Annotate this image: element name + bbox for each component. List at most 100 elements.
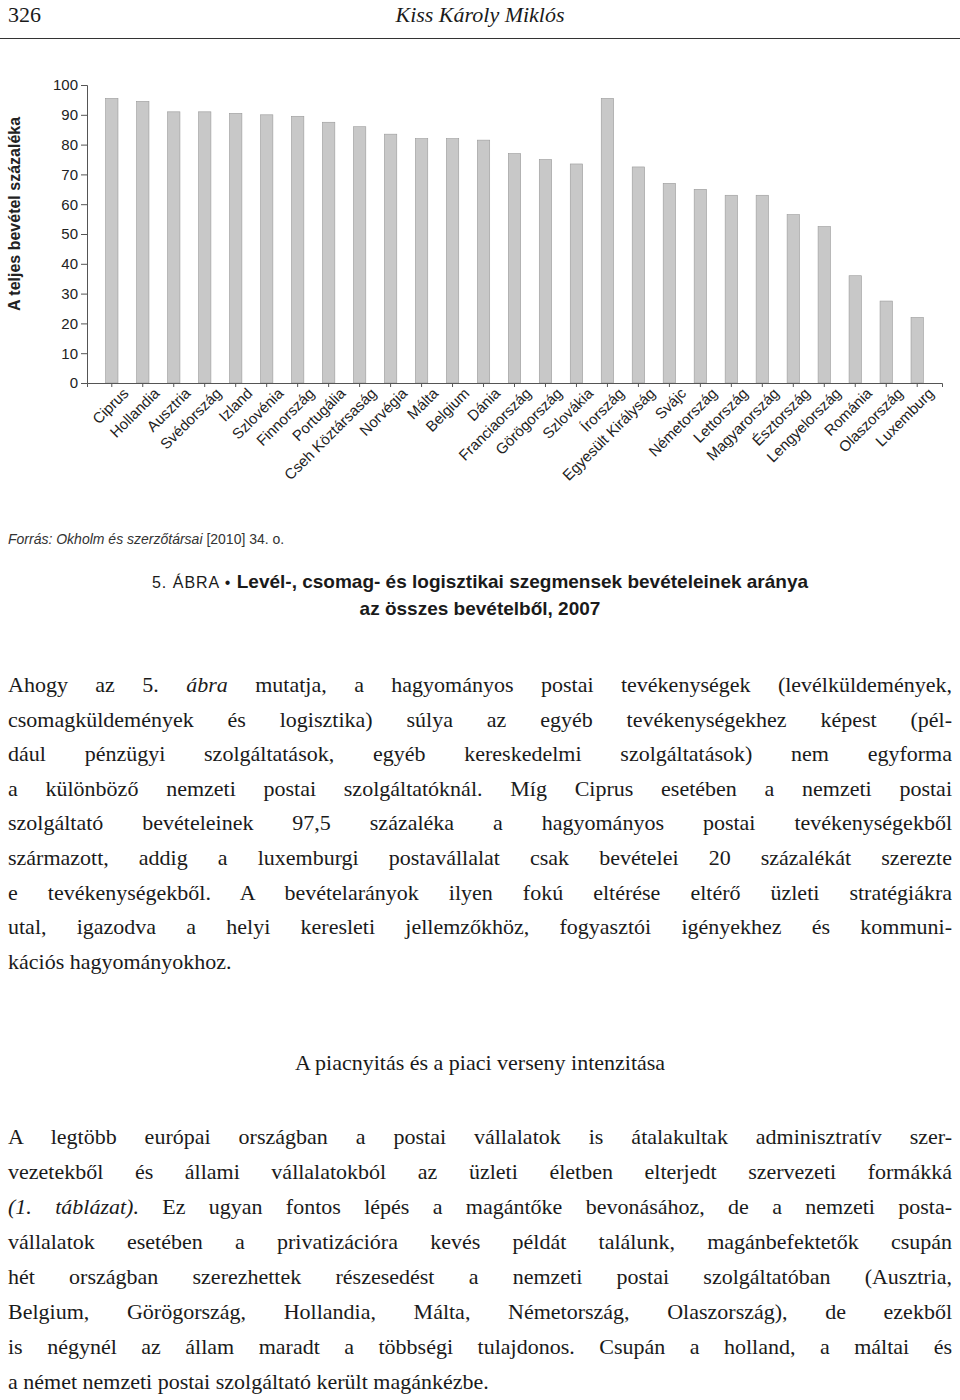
bar [168, 112, 180, 383]
y-tick-mark [81, 115, 87, 116]
italic-run: Forrás: Okholm és szerzőtársai [8, 531, 203, 547]
text-line: vállalatok esetében a privatizációra kev… [8, 1224, 952, 1259]
caption-line: Levél-, csomag- és logisztikai szegmense… [237, 571, 808, 592]
bar [880, 301, 892, 383]
x-axis-line [88, 384, 943, 388]
text-line: A legtöbb európai országban a postai vál… [8, 1119, 952, 1154]
caption-line: az összes bevételből, 2007 [0, 598, 960, 620]
text-run: a német nemzeti postai szolgáltató kerül… [8, 1369, 489, 1394]
text-line: a különböző nemzeti postai szolgáltatókn… [8, 772, 952, 807]
text-line: dául pénzügyi szolgáltatások, egyéb kere… [8, 737, 952, 772]
x-tick-mark [762, 383, 763, 387]
y-tick-label: 0 [70, 374, 78, 391]
text-run: Ez ugyan fontos lépés a magántőke bevoná… [139, 1194, 952, 1219]
text-run: mutatja, a hagyományos postai tevékenysé… [228, 672, 952, 697]
bar [787, 215, 799, 383]
x-tick-mark [576, 383, 577, 387]
x-tick-mark [235, 383, 236, 387]
x-tick-mark [700, 383, 701, 387]
section-heading: A piacnyitás és a piaci verseny intenzit… [0, 1050, 960, 1076]
y-tick: 10 [61, 345, 87, 362]
y-tick-label: 20 [61, 315, 78, 332]
y-tick: 0 [70, 374, 87, 391]
x-tick-mark [421, 383, 422, 387]
source: Forrás: Okholm és szerzőtársai [2010] 34… [8, 531, 284, 547]
y-axis-title: A teljes bevétel százaléka [6, 117, 23, 311]
y-tick-mark [81, 145, 87, 146]
bar [322, 122, 334, 383]
y-tick: 100 [53, 76, 87, 93]
x-tick-mark [514, 383, 515, 387]
x-tick-mark [173, 383, 174, 387]
bar [415, 139, 427, 383]
y-tick-mark [81, 85, 87, 86]
y-axis: 0102030405060708090100 [53, 76, 88, 391]
text-line: származott, addig a luxemburgi postaváll… [8, 841, 952, 876]
y-tick-mark [81, 323, 87, 324]
italic-run: (1. táblázat). [8, 1194, 139, 1219]
y-tick-label: 70 [61, 166, 78, 183]
text-run: A legtöbb európai országban a postai vál… [8, 1124, 952, 1149]
x-tick-mark [545, 383, 546, 387]
bar [199, 112, 211, 383]
bar [137, 101, 149, 383]
bar [663, 183, 675, 383]
bar [291, 116, 303, 383]
text-run: vállalatok esetében a privatizációra kev… [8, 1229, 952, 1254]
y-tick-label: 90 [61, 106, 78, 123]
x-tick: Egyesült Királyság [559, 383, 658, 484]
x-tick-mark [638, 383, 639, 387]
bar [601, 98, 613, 383]
x-tick-mark [886, 383, 887, 387]
x-tick-mark [142, 383, 143, 387]
text-line: vezetekből és állami vállalatokból az üz… [8, 1154, 952, 1189]
y-tick-label: 50 [61, 225, 78, 242]
text-line: hét országban szerezhettek részesedést a… [8, 1259, 952, 1294]
x-tick-mark [204, 383, 205, 387]
y-axis-line [81, 86, 88, 384]
y-tick-label: 30 [61, 285, 78, 302]
y-tick-mark [81, 234, 87, 235]
y-tick-mark [81, 353, 87, 354]
x-tick-label: Norvégia [356, 384, 411, 439]
text-run: utal, igazodva a helyi keresleti jellemz… [8, 914, 952, 939]
bar [725, 195, 737, 383]
italic-run: ábra [186, 672, 228, 697]
text-line: Belgium, Görögország, Hollandia, Málta, … [8, 1294, 952, 1329]
x-tick-mark [731, 383, 732, 387]
y-tick-mark [81, 294, 87, 295]
y-tick-mark [81, 204, 87, 205]
bar [260, 115, 272, 383]
text-run: hét országban szerezhettek részesedést a… [8, 1264, 952, 1289]
text-run: [2010] 34. o. [203, 531, 285, 547]
y-tick: 30 [61, 285, 87, 302]
text-line: szolgáltató bevételeinek 97,5 százaléka … [8, 806, 952, 841]
text-run: is négynél az állam maradt a többségi tu… [8, 1334, 952, 1359]
x-tick-label: Egyesült Királyság [559, 384, 658, 483]
bar [911, 317, 923, 383]
x-tick-mark [390, 383, 391, 387]
bar [477, 140, 489, 383]
bar [818, 227, 830, 383]
text-run: Ahogy az 5. [8, 672, 186, 697]
x-tick-label: Luxemburg [872, 384, 937, 449]
caption: 5. ÁBRA • Levél-, csomag- és logisztikai… [0, 571, 960, 593]
bar [539, 160, 551, 384]
text-run: vezetekből és állami vállalatokból az üz… [8, 1159, 952, 1184]
x-tick-mark [359, 383, 360, 387]
x-tick-mark [917, 383, 918, 387]
bar [849, 276, 861, 383]
y-tick: 50 [61, 225, 87, 242]
text-line: kációs hagyományokhoz. [8, 945, 952, 980]
text-run: e tevékenységekből. A bevételarányok ily… [8, 880, 952, 905]
y-tick-label: 100 [53, 76, 78, 93]
y-tick-label: 80 [61, 136, 78, 153]
y-tick-label: 10 [61, 345, 78, 362]
bar [446, 139, 458, 383]
x-tick-mark [483, 383, 484, 387]
y-tick: 90 [61, 106, 87, 123]
y-tick: 40 [61, 255, 87, 272]
x-tick-mark [111, 383, 112, 387]
y-tick-mark [81, 383, 87, 384]
x-tick-mark [266, 383, 267, 387]
